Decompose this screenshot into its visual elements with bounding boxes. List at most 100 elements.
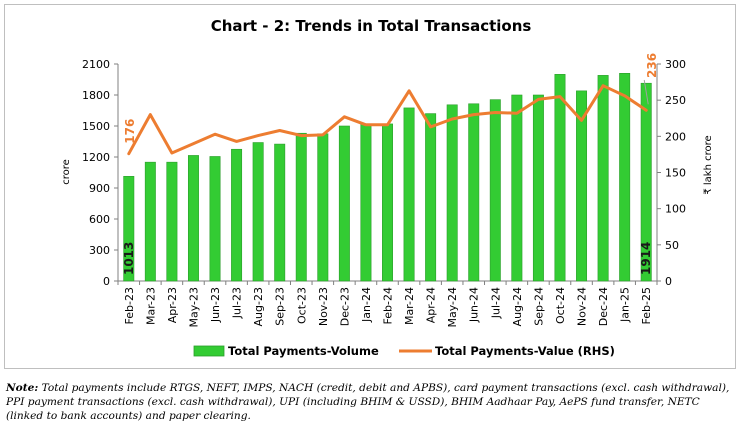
legend-label-volume: Total Payments-Volume [228,344,379,358]
x-tick-label: Dec-24 [597,287,610,326]
point-value [623,94,626,98]
point-value [494,111,497,114]
chart-svg: Chart - 2: Trends in Total Transactions … [61,17,714,358]
axes-group: 0 300 600 900 1200 1500 1800 2100 0 50 100 150 200 25… [61,58,714,328]
x-tick-label: Jan-24 [360,287,373,323]
bar-volume [252,142,264,282]
y-tick-label-left: 0 [103,275,110,288]
bar-volume [425,113,437,282]
y-tick-label-left: 1500 [82,120,110,133]
legend-label-value: Total Payments-Value (RHS) [435,344,615,358]
footnote-label: Note: [6,382,39,394]
point-value [407,89,411,92]
point-value [256,134,260,137]
point-value [601,84,605,87]
chart-container: Chart - 2: Trends in Total Transactions … [4,4,736,369]
bar-volume [640,82,652,282]
bar-volume [209,156,221,282]
y-axis-title-right: ₹ lakh crore [703,135,714,194]
y-tick-label-left: 900 [89,182,110,195]
bar-volume [532,94,544,282]
point-value [127,152,130,155]
y-tick-label-left: 1800 [82,89,110,102]
x-tick-label: Oct-24 [554,287,567,324]
bar-data-label: 1914 [639,242,653,275]
x-tick-label: Aug-24 [511,287,524,326]
bar-volume [446,104,458,282]
x-tick-label: Dec-23 [338,287,351,326]
bar-volume [468,103,480,282]
point-value [558,95,562,98]
x-tick-label: Feb-24 [382,287,395,324]
x-tick-label: Nov-24 [576,287,589,326]
y-tick-label-right: 250 [665,94,686,107]
x-tick-label: Apr-23 [166,287,179,323]
bar-volume [511,94,523,282]
y-tick-label-right: 300 [665,58,686,71]
bar-volume [360,123,372,282]
point-value [149,113,152,116]
bar-volume [489,99,501,282]
x-tick-label: Jun-24 [468,287,481,323]
labels-group: 1013 1914 176 236 [122,53,659,275]
point-value [645,109,648,112]
bar-volume [382,123,393,282]
x-tick-label: May-23 [187,287,200,328]
y-tick-label-right: 100 [665,203,686,216]
bar-volume [295,132,307,282]
point-value [170,151,174,155]
y-tick-label-right: 150 [665,167,686,180]
point-value [429,125,432,129]
point-value [450,117,454,121]
x-tick-label: May-24 [446,287,459,328]
x-tick-label: Oct-23 [295,287,308,324]
bars-group [123,73,652,282]
y-tick-label-right: 200 [665,130,686,143]
x-tick-label: Sep-23 [274,287,287,326]
line-label-leader [643,79,649,105]
bar-data-label: 1013 [122,242,136,275]
line-data-label: 176 [123,119,137,144]
bar-volume [554,74,566,282]
point-value [580,119,583,122]
point-value [235,140,238,143]
point-value [213,132,217,136]
x-tick-label: Feb-25 [640,287,653,324]
bar-volume [619,73,631,282]
point-value [537,98,540,101]
legend: Total Payments-Volume Total Payments-Val… [193,344,615,358]
y-axis-title-left: crore [61,159,72,185]
line-data-label: 236 [645,53,659,78]
point-value [515,111,519,115]
bar-volume [317,133,329,282]
x-tick-label: Nov-23 [317,287,330,326]
point-value [386,123,389,126]
chart-title: Chart - 2: Trends in Total Transactions [211,17,532,35]
point-value [343,115,346,119]
bar-volume [231,148,243,282]
x-tick-label: Sep-24 [532,287,545,326]
y-tick-label-right: 0 [665,275,672,288]
footnote-text: Total payments include RTGS, NEFT, IMPS,… [6,382,730,422]
bar-volume [187,155,199,282]
bar-volume [166,161,178,282]
point-value [364,123,368,126]
x-tick-label: Mar-23 [144,287,157,325]
x-tick-label: Aug-23 [252,287,265,326]
bar-volume [338,125,350,282]
y-tick-label-left: 2100 [82,58,110,71]
y-tick-label-left: 1200 [82,151,110,164]
x-tick-label: Jul-24 [489,287,502,319]
point-value [278,129,281,132]
bar-volume [274,143,286,282]
point-value [472,113,475,116]
point-value [321,133,325,137]
x-tick-label: Mar-24 [403,287,416,325]
x-tick-label: Jan-25 [619,287,632,323]
x-tick-label: Jul-23 [231,287,244,319]
bar-volume [576,90,588,282]
legend-swatch-volume [193,345,225,357]
bar-volume [123,176,135,282]
x-tick-label: Feb-23 [123,287,136,324]
x-tick-label: Apr-24 [425,287,438,323]
